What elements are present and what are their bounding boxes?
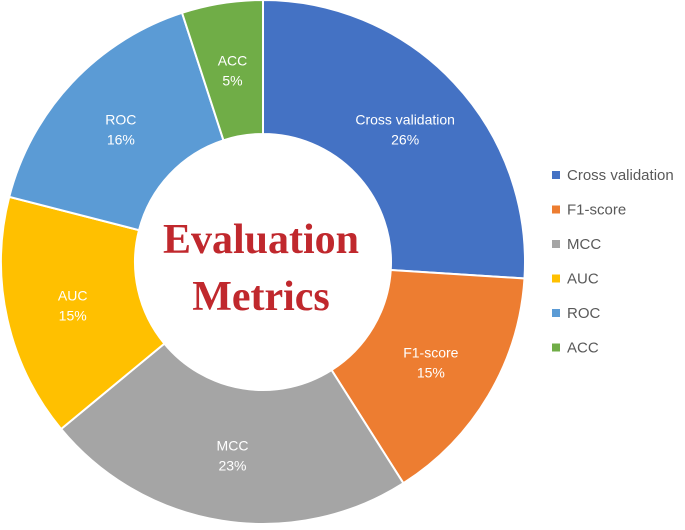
legend-label-acc: ACC [567, 340, 599, 357]
legend-swatch-roc [552, 309, 560, 317]
center-title-group: Evaluation Metrics [163, 217, 359, 320]
legend-label-f1-score: F1-score [567, 202, 626, 219]
legend-label-cross-validation: Cross validation [567, 167, 674, 184]
slice-label-cross-validation: Cross validation 26% [355, 112, 455, 148]
slice-labels-group: Cross validation 26% F1-score 15% MCC 23% AUC 1… [58, 52, 459, 473]
legend-label-mcc: MCC [567, 236, 601, 253]
slice-label-acc: ACC 5% [218, 52, 248, 88]
slice-roc [8, 11, 225, 232]
legend-swatch-f1-score [552, 205, 560, 214]
slices-group [0, 0, 526, 525]
slice-acc [180, 0, 264, 142]
legend-label-auc: AUC [567, 271, 599, 288]
slice-f1-score [330, 268, 526, 485]
legend-swatch-cross-validation [552, 171, 560, 179]
legend-swatch-auc [552, 274, 560, 283]
legend-swatch-acc [552, 343, 560, 352]
slice-mcc [59, 342, 405, 525]
slice-label-mcc: MCC 23% [217, 438, 249, 474]
legend-swatch-mcc [552, 240, 560, 248]
slice-label-f1-score: F1-score 15% [403, 344, 458, 380]
legend: Cross validation F1-score MCC AUC ROC ACC [552, 167, 674, 357]
slice-auc [0, 195, 166, 431]
center-title-line-2: Metrics [192, 274, 330, 320]
slice-cross-validation [262, 0, 526, 280]
legend-label-roc: ROC [567, 305, 601, 322]
center-title-line-1: Evaluation [163, 217, 359, 263]
slice-label-auc: AUC 15% [58, 288, 88, 324]
slice-label-roc: ROC 16% [105, 112, 136, 148]
